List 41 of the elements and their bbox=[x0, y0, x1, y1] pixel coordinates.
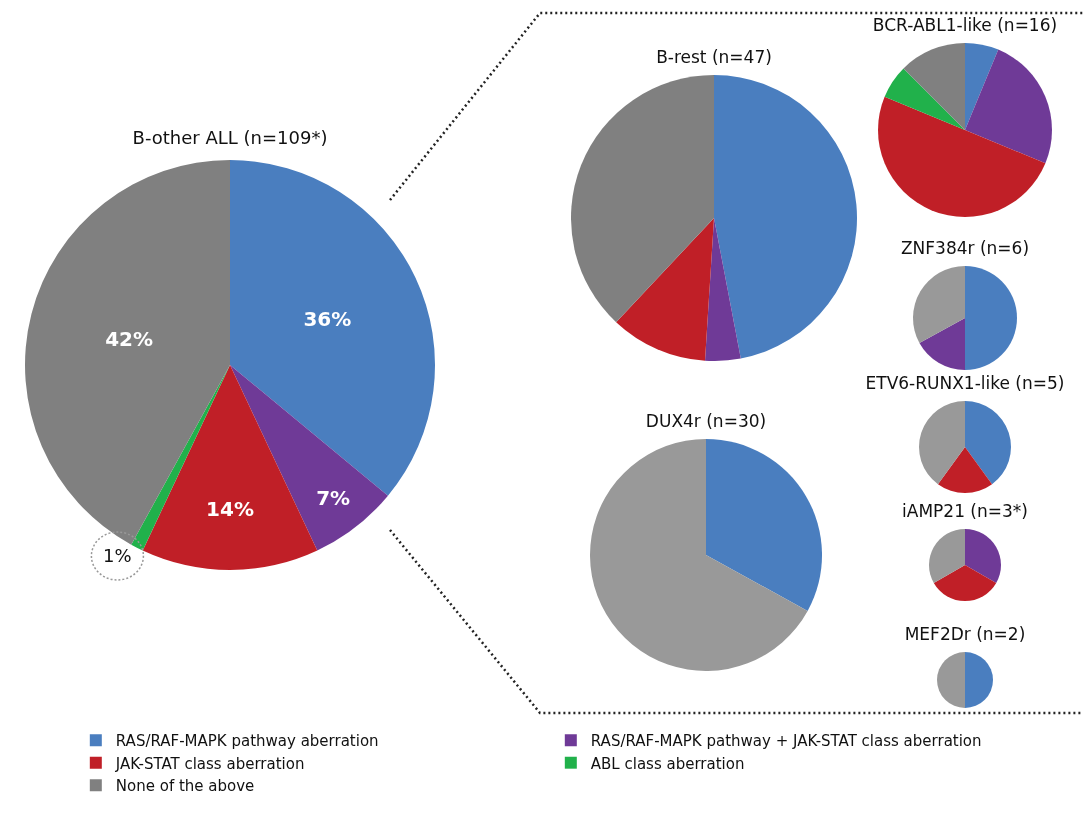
pie-slice bbox=[142, 365, 318, 570]
pie-slice bbox=[705, 218, 741, 361]
legend-label: RAS/RAF-MAPK pathway + JAK-STAT class aberration bbox=[590, 732, 982, 751]
legend-label: JAK-STAT class aberration bbox=[114, 754, 305, 773]
pie-slice bbox=[913, 266, 965, 344]
pie-slice bbox=[616, 218, 714, 361]
chart-title: DUX4r (n=30) bbox=[645, 410, 767, 431]
pie-slice bbox=[965, 43, 999, 130]
chart-title: ETV6-RUNX1-like (n=5) bbox=[865, 372, 1065, 393]
pie-slice bbox=[884, 68, 965, 130]
pie-slice bbox=[571, 75, 714, 323]
pie-slice bbox=[878, 96, 1046, 217]
data-label: 1% bbox=[103, 545, 132, 567]
chart-title: B-other ALL (n=109*) bbox=[132, 127, 328, 149]
pie-slice bbox=[919, 318, 965, 370]
chart-title: B-rest (n=47) bbox=[656, 46, 772, 67]
pie-slice bbox=[937, 652, 965, 708]
pie-slice bbox=[965, 652, 993, 708]
pie-slice bbox=[929, 529, 965, 583]
data-label: 7% bbox=[316, 485, 351, 510]
chart-title: iAMP21 (n=3*) bbox=[902, 500, 1028, 521]
pie-slice bbox=[919, 401, 965, 485]
pie-slice bbox=[937, 447, 993, 493]
pie-slice bbox=[903, 43, 965, 130]
legend-label: ABL class aberration bbox=[590, 754, 745, 773]
pie-slice bbox=[965, 49, 1052, 164]
pie-slice bbox=[965, 529, 1001, 583]
legend-label: RAS/RAF-MAPK pathway aberration bbox=[115, 732, 379, 751]
data-label: 42% bbox=[105, 327, 154, 352]
pie-slice bbox=[965, 266, 1017, 370]
pie-slice bbox=[714, 75, 857, 359]
legend-label: None of the above bbox=[115, 777, 255, 796]
chart-title: MEF2Dr (n=2) bbox=[904, 623, 1026, 644]
data-label: 14% bbox=[206, 496, 254, 521]
pie-slice bbox=[590, 439, 808, 671]
chart-title: ZNF384r (n=6) bbox=[900, 237, 1030, 258]
pie-slice bbox=[933, 565, 997, 601]
chart-title: BCR-ABL1-like (n=16) bbox=[872, 14, 1058, 35]
data-label: 36% bbox=[303, 307, 352, 332]
pie-slice bbox=[965, 401, 1011, 485]
pie-slice bbox=[706, 439, 822, 611]
